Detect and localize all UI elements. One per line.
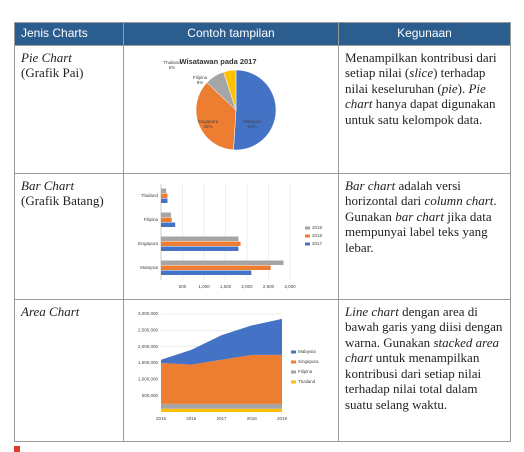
chart-name: Area Chart xyxy=(21,303,80,319)
header-cell: Jenis Charts xyxy=(14,22,124,46)
chart-name: Bar Chart xyxy=(21,177,75,193)
chart-cell xyxy=(123,298,339,442)
usage-text: jika data mempunyai label teks yang leba… xyxy=(345,208,492,255)
usage-text: ) terhadap nilai keseluruhan ( xyxy=(345,65,486,96)
header-cell: Kegunaan xyxy=(338,22,511,46)
usage-text: ). xyxy=(457,80,469,96)
usage-text: pie xyxy=(441,80,458,96)
bullet xyxy=(14,446,20,452)
usage-text: bar chart xyxy=(395,208,444,224)
usage-text: adalah versi horizontal dari xyxy=(345,177,461,209)
usage-text: slice xyxy=(409,65,434,80)
chart-name-sub: (Grafik Batang) xyxy=(21,193,104,208)
chart-types-table: Jenis Charts Contoh tampilan Kegunaan Pi… xyxy=(14,22,511,442)
usage-text: . Gunakan xyxy=(345,193,497,224)
usage-text: Menampilkan kontribusi dari setiap nilai… xyxy=(345,49,497,81)
usage-text: untuk menampilkan kontribusi dari setiap… xyxy=(345,350,482,412)
usage-cell: Bar chart adalah versi horizontal dari c… xyxy=(338,172,511,300)
usage-text: Bar chart xyxy=(345,177,396,193)
row: Area Chart Line chart dengan area di bawa… xyxy=(14,298,511,442)
row: Pie Chart (Grafik Pai) Menampilkan kontrib… xyxy=(14,44,511,174)
chart-cell xyxy=(123,44,339,174)
usage-text: column chart xyxy=(424,193,494,208)
header-cell: Contoh tampilan xyxy=(123,22,339,46)
usage-cell: Line chart dengan area di bawah garis ya… xyxy=(338,298,511,442)
usage-text: stacked area chart xyxy=(345,334,500,366)
chart-name-sub: (Grafik Pai) xyxy=(21,65,84,80)
usage-text: Line chart xyxy=(345,303,399,319)
usage-text: dengan area di bawah garis yang diisi de… xyxy=(345,303,503,350)
usage-text: hanya dapat digunakan untuk satu kelompo… xyxy=(345,96,496,127)
header-row: Jenis Charts Contoh tampilan Kegunaan xyxy=(14,22,511,46)
name-cell: Pie Chart (Grafik Pai) xyxy=(14,44,124,174)
row: Bar Chart (Grafik Batang) Bar chart adalah… xyxy=(14,172,511,300)
chart-cell xyxy=(123,172,339,300)
usage-text: Pie chart xyxy=(345,80,486,112)
name-cell: Area Chart xyxy=(14,298,124,442)
name-cell: Bar Chart (Grafik Batang) xyxy=(14,172,124,300)
chart-name: Pie Chart xyxy=(21,49,72,65)
usage-cell: Menampilkan kontribusi dari setiap nilai… xyxy=(338,44,511,174)
